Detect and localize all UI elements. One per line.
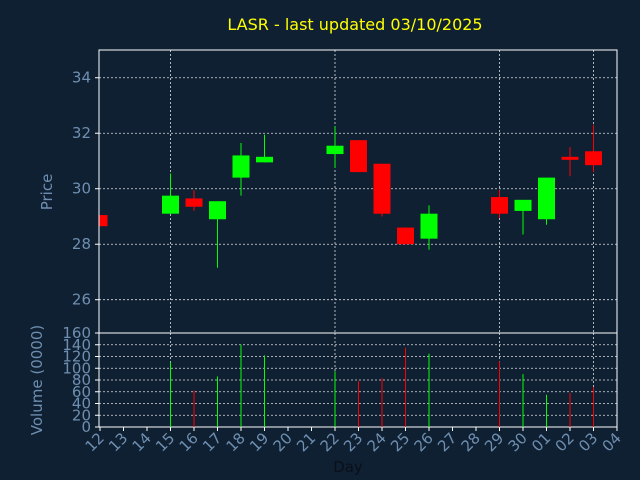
- volume-tick-label: 0: [81, 418, 91, 436]
- x-tick-label: 20: [270, 429, 296, 455]
- volume-tick-label: 40: [72, 395, 91, 413]
- x-tick-label: 18: [223, 429, 249, 455]
- x-tick-label: 15: [152, 429, 178, 455]
- price-tick-label: 26: [72, 291, 91, 309]
- x-tick-label: 24: [364, 429, 390, 455]
- volume-tick-label: 20: [72, 406, 91, 424]
- volume-tick-label: 140: [62, 336, 91, 354]
- volume-tick-label: 100: [62, 359, 91, 377]
- candle-body: [514, 199, 532, 211]
- price-y-label: Price: [38, 174, 56, 211]
- candle-body: [326, 145, 344, 155]
- x-tick-label: 22: [317, 429, 343, 455]
- x-tick-label: 13: [105, 429, 131, 455]
- volume-tick-label: 60: [72, 383, 91, 401]
- x-tick-label: 29: [481, 429, 507, 455]
- x-axis-label: Day: [333, 458, 363, 476]
- price-y-axis: 26 28 30 32 34: [72, 69, 99, 309]
- x-tick-label: 16: [176, 429, 202, 455]
- candle-body: [185, 198, 203, 207]
- candle-body: [585, 151, 602, 166]
- x-tick-label: 01: [528, 429, 554, 455]
- x-tick-label: 28: [458, 429, 484, 455]
- x-tick-label: 04: [599, 429, 625, 455]
- candle-body: [232, 155, 250, 178]
- x-tick-label: 27: [434, 429, 460, 455]
- candle-body: [162, 195, 179, 214]
- volume-tick-label: 120: [62, 348, 91, 366]
- x-tick-label: 26: [411, 429, 437, 455]
- x-axis: 1213141516171819202122232425262728293001…: [82, 427, 625, 455]
- candle-body: [491, 197, 508, 214]
- candle-body: [420, 213, 438, 239]
- volume-tick-label: 160: [62, 324, 91, 342]
- price-panel: 26 28 30 32 34 Price: [38, 49, 618, 334]
- x-tick-label: 21: [293, 429, 319, 455]
- volume-y-label: Volume (0000): [28, 325, 46, 435]
- candle-body: [209, 201, 226, 220]
- volume-tick-label: 80: [72, 371, 91, 389]
- candle-body: [397, 227, 414, 245]
- x-tick-label: 19: [246, 429, 272, 455]
- x-tick-label: 02: [552, 429, 578, 455]
- candle-body: [350, 140, 367, 173]
- x-tick-label: 17: [199, 429, 225, 455]
- price-tick-label: 34: [72, 69, 91, 87]
- x-tick-label: 25: [387, 429, 413, 455]
- x-tick-label: 23: [340, 429, 366, 455]
- price-tick-label: 28: [72, 235, 91, 253]
- price-tick-label: 30: [72, 180, 91, 198]
- candle-body: [99, 215, 108, 227]
- candle-body: [373, 163, 391, 214]
- x-tick-label: 03: [575, 429, 601, 455]
- chart-title: LASR - last updated 03/10/2025: [227, 15, 482, 34]
- price-tick-label: 32: [72, 124, 91, 142]
- candles: [99, 124, 602, 268]
- candle-body: [538, 177, 555, 220]
- x-tick-label: 30: [505, 429, 531, 455]
- candle-body: [256, 156, 273, 163]
- volume-bars: [170, 344, 594, 427]
- x-tick-label: 14: [129, 429, 155, 455]
- candle-body: [561, 156, 579, 160]
